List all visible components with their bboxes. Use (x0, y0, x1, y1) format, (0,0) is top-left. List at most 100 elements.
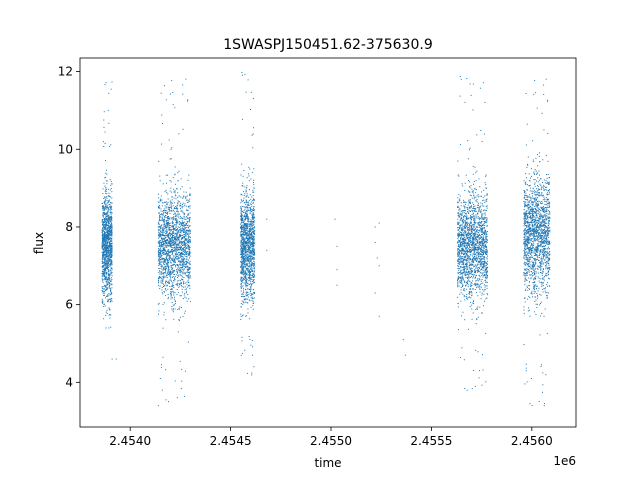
data-point (171, 259, 173, 261)
data-point (158, 263, 160, 265)
data-point (169, 282, 171, 284)
data-point (189, 239, 191, 241)
data-point (106, 275, 108, 277)
data-point (102, 224, 104, 226)
data-point (247, 302, 249, 304)
data-point (471, 260, 473, 262)
data-point (243, 240, 245, 242)
data-point (246, 195, 248, 197)
data-point (175, 224, 177, 226)
data-point (477, 222, 479, 224)
data-point (250, 222, 252, 224)
data-point (465, 265, 467, 267)
data-point (164, 262, 166, 264)
data-point (251, 340, 253, 342)
data-point (108, 283, 110, 285)
data-point (457, 280, 459, 282)
data-point (250, 226, 252, 228)
data-point (484, 270, 486, 272)
data-point (183, 283, 185, 285)
data-point (187, 269, 189, 271)
data-point (108, 230, 110, 232)
data-point (248, 225, 250, 227)
data-point (171, 249, 173, 251)
data-point (102, 141, 104, 143)
data-point (242, 315, 244, 317)
data-point (168, 243, 170, 245)
data-point (169, 213, 171, 214)
data-point (476, 255, 478, 257)
data-point (111, 298, 113, 300)
data-point (242, 295, 244, 297)
data-point (247, 246, 249, 248)
data-point (102, 214, 104, 216)
data-point (183, 241, 185, 243)
data-point (102, 291, 104, 293)
data-point (486, 273, 488, 275)
data-point (472, 190, 474, 192)
data-point (470, 218, 472, 220)
data-point (110, 224, 112, 226)
data-point (474, 188, 476, 190)
data-point (245, 258, 247, 260)
data-point (178, 229, 180, 231)
data-point (170, 267, 172, 269)
data-point (253, 240, 255, 242)
data-point (175, 229, 177, 231)
data-point (251, 218, 253, 220)
data-point (170, 272, 171, 274)
data-point (105, 234, 107, 236)
data-point (162, 234, 164, 236)
data-point (108, 227, 110, 229)
data-point (247, 202, 249, 204)
data-point (171, 243, 173, 245)
data-point (246, 239, 248, 241)
data-point (105, 223, 107, 225)
data-point (245, 234, 247, 236)
data-point (245, 280, 247, 282)
data-point (253, 233, 255, 235)
data-point (471, 188, 473, 190)
data-point (247, 201, 249, 203)
data-point (186, 233, 188, 235)
data-point (252, 231, 254, 233)
data-point (167, 208, 169, 210)
data-point (245, 258, 247, 260)
data-point (241, 245, 243, 247)
data-point (101, 259, 103, 261)
data-point (252, 258, 254, 260)
data-point (249, 208, 251, 210)
data-point (460, 292, 462, 294)
data-point (163, 284, 165, 286)
data-point (110, 283, 112, 285)
data-point (108, 229, 110, 231)
data-point (163, 314, 165, 316)
data-point (178, 284, 180, 286)
data-point (107, 233, 109, 235)
data-point (246, 240, 248, 242)
data-point (181, 252, 183, 254)
data-point (469, 306, 471, 308)
data-point (189, 232, 191, 234)
data-point (241, 259, 243, 261)
data-point (172, 308, 174, 310)
data-point (110, 206, 112, 208)
data-point (463, 288, 465, 290)
data-point (241, 234, 243, 236)
data-point (245, 191, 247, 193)
data-point (104, 278, 106, 280)
data-point (107, 261, 109, 263)
data-point (467, 271, 469, 273)
data-point (254, 292, 256, 294)
data-point (243, 223, 245, 225)
data-point (103, 275, 105, 277)
data-point (160, 244, 162, 246)
data-point (249, 274, 251, 276)
data-point (248, 243, 250, 245)
data-point (242, 249, 244, 251)
data-point (102, 243, 104, 245)
data-point (103, 251, 105, 253)
data-point (170, 232, 172, 234)
data-point (110, 221, 112, 223)
data-point (186, 209, 188, 211)
